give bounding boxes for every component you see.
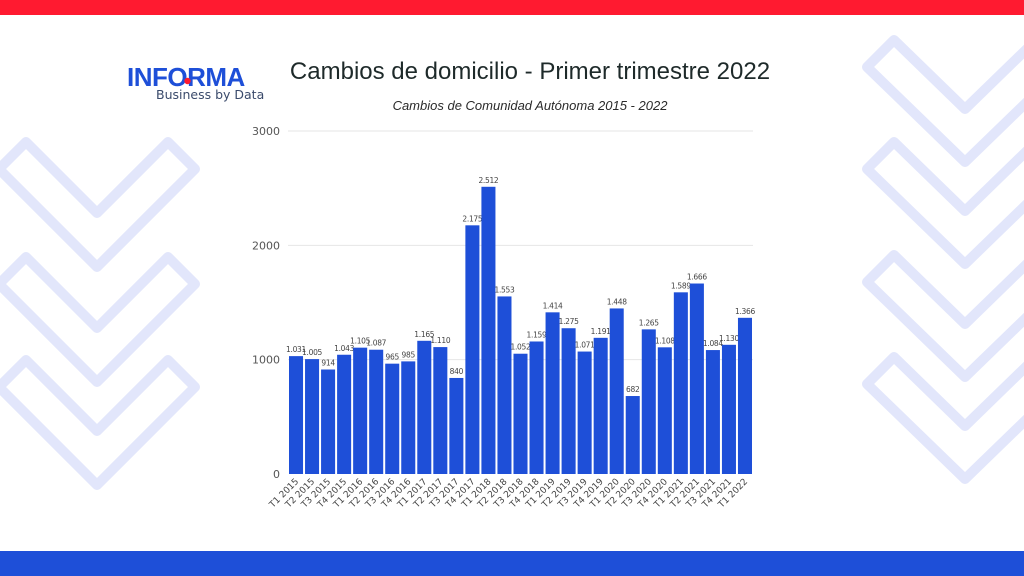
data-label: 914 xyxy=(321,358,335,367)
bar xyxy=(609,308,624,474)
bar xyxy=(593,337,608,474)
data-label: 1.414 xyxy=(543,301,563,310)
top-red-band xyxy=(0,0,1024,15)
chart-title: Cambios de domicilio - Primer trimestre … xyxy=(289,58,771,85)
data-label: 1.159 xyxy=(527,330,547,339)
y-tick-label: 0 xyxy=(273,468,280,481)
bar xyxy=(385,363,400,474)
data-label: 2.175 xyxy=(462,214,482,223)
data-label: 965 xyxy=(386,353,400,362)
data-label: 1.031 xyxy=(286,345,306,354)
data-label: 1.275 xyxy=(559,317,579,326)
data-label: 1.191 xyxy=(591,327,611,336)
bar xyxy=(673,292,688,474)
bar xyxy=(369,349,384,474)
bar xyxy=(577,351,592,474)
data-label: 1.165 xyxy=(414,330,434,339)
bar xyxy=(641,329,656,474)
data-label: 1.108 xyxy=(655,336,675,345)
bottom-blue-band xyxy=(0,551,1024,576)
y-tick-label: 3000 xyxy=(252,125,280,138)
data-label: 1.052 xyxy=(511,343,531,352)
bar xyxy=(561,328,576,474)
bar xyxy=(721,344,736,474)
data-label: 1.071 xyxy=(575,341,595,350)
data-label: 1.265 xyxy=(639,318,659,327)
bar xyxy=(337,354,352,474)
right-chevron-decoration-icon xyxy=(862,35,1024,484)
informa-logo: INFORMA Business by Data xyxy=(127,62,267,106)
bar xyxy=(353,347,368,474)
bar xyxy=(657,347,672,474)
bar xyxy=(689,283,704,474)
data-label: 682 xyxy=(626,385,640,394)
data-label: 985 xyxy=(402,350,416,359)
logo-red-dot-icon xyxy=(184,77,191,85)
bar xyxy=(305,359,320,474)
data-label: 1.130 xyxy=(719,334,739,343)
left-chevron-decoration-icon xyxy=(0,137,200,490)
logo-wordmark: INFORMA xyxy=(127,62,246,92)
chart-subtitle: Cambios de Comunidad Autónoma 2015 - 202… xyxy=(392,98,668,113)
bar xyxy=(449,377,464,474)
data-label: 1.666 xyxy=(687,273,707,282)
bar xyxy=(417,340,432,474)
data-label: 1.553 xyxy=(494,285,514,294)
data-label: 1.448 xyxy=(607,297,627,306)
bar xyxy=(401,361,416,474)
logo-tagline: Business by Data xyxy=(156,87,265,102)
data-label: 1.366 xyxy=(735,307,755,316)
bar xyxy=(545,312,560,474)
y-tick-label: 1000 xyxy=(252,354,280,367)
data-label: 1.087 xyxy=(366,339,386,348)
bar xyxy=(433,347,448,474)
bar xyxy=(705,350,720,474)
bar xyxy=(497,296,512,474)
data-label: 840 xyxy=(450,367,464,376)
y-tick-label: 2000 xyxy=(252,239,280,252)
bar xyxy=(481,186,496,474)
data-label: 1.110 xyxy=(430,336,450,345)
bar xyxy=(529,341,544,474)
bar xyxy=(737,317,752,474)
bar xyxy=(289,356,304,474)
data-label: 1.105 xyxy=(350,337,370,346)
data-label: 1.043 xyxy=(334,344,354,353)
logo-text: INFORMA xyxy=(127,62,246,92)
bar xyxy=(513,353,528,474)
bar xyxy=(321,369,336,474)
data-label: 2.512 xyxy=(478,176,498,185)
bar xyxy=(625,396,640,474)
bar xyxy=(465,225,480,474)
data-label: 1.084 xyxy=(703,339,723,348)
data-label: 1.005 xyxy=(302,348,322,357)
data-label: 1.589 xyxy=(671,281,691,290)
